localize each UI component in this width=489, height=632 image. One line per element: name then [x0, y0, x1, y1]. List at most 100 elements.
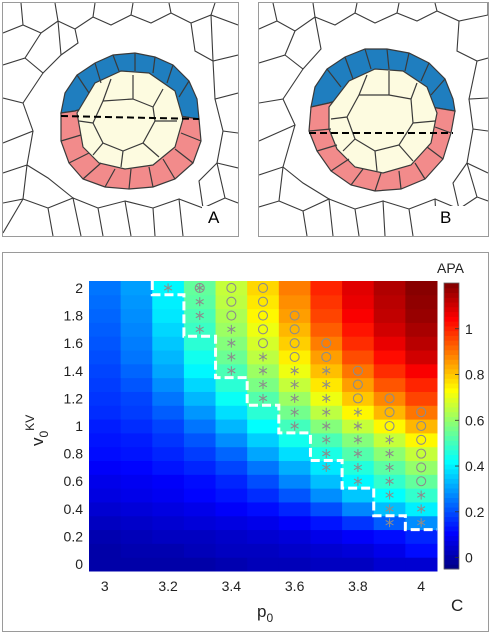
heatmap-cell [373, 419, 406, 434]
heatmap-cell [120, 529, 153, 544]
star-marker [163, 283, 173, 293]
star-marker [322, 421, 331, 431]
heatmap-cell [152, 432, 185, 448]
heatmap-cell [120, 350, 153, 365]
star-marker [353, 462, 363, 472]
heatmap-cell [120, 474, 153, 489]
heatmap-cell [89, 391, 122, 406]
heatmap-cell [310, 557, 343, 572]
heatmap-cell [152, 529, 185, 544]
heatmap-cell [120, 460, 153, 475]
heatmap-cell [278, 350, 311, 365]
heatmap-cell [120, 377, 153, 392]
heatmap-cell [405, 377, 438, 392]
circle-marker [257, 324, 269, 335]
star-marker [195, 311, 204, 321]
star-marker [322, 393, 331, 403]
heatmap-cell [247, 446, 280, 462]
heatmap-chart: 3 3.2 3.4 3.6 3.8 4 0 0.2 0.4 0.6 0.8 1 1.2 1.4 1.6 1.… [23, 260, 485, 625]
heatmap-cell [152, 543, 185, 558]
star-marker [385, 518, 394, 528]
heatmap-cell [89, 322, 122, 337]
heatmap-cell [215, 543, 248, 558]
star-marker [227, 366, 236, 376]
heatmap-cell [89, 529, 122, 544]
heatmap-cell [373, 322, 406, 337]
heatmap-cell [152, 419, 185, 434]
circle-marker [416, 420, 427, 432]
panel-c-heatmap-chart: 3 3.2 3.4 3.6 3.8 4 0 0.2 0.4 0.6 0.8 1 1.2 1.4 1.6 1.… [2, 252, 489, 632]
heatmap-cell [183, 460, 217, 475]
panel-c-label: C [451, 596, 463, 615]
heatmap-cell [310, 294, 343, 310]
y-tick-label: 1.2 [64, 390, 84, 406]
heatmap-cell [120, 419, 153, 434]
heatmap-cell [405, 350, 438, 365]
heatmap-cell [310, 350, 343, 365]
x-tick-label: 3.6 [285, 578, 305, 594]
heatmap-cell [247, 432, 280, 448]
star-marker [417, 518, 426, 528]
heatmap-cell [405, 446, 438, 462]
heatmap-cell [89, 281, 122, 296]
heatmap-cell [89, 294, 122, 310]
y-tick-label: 0.2 [64, 528, 84, 544]
circle-marker [321, 351, 332, 363]
heatmap-cell [120, 363, 153, 379]
star-marker [353, 421, 363, 431]
heatmap-cell [152, 350, 185, 365]
heatmap-cell [405, 294, 438, 310]
panel-b-tissue-diagram: B [258, 2, 489, 237]
heatmap-cell [373, 281, 406, 296]
circle-marker [257, 282, 269, 293]
heatmap-cell [342, 543, 375, 558]
x-tick-labels: 3 3.2 3.4 3.6 3.8 4 [101, 578, 425, 594]
heatmap-cell [342, 488, 375, 503]
circle-marker [257, 310, 269, 321]
heatmap-cell [152, 488, 185, 503]
heatmap-cell [120, 281, 153, 296]
heatmap-cell [152, 515, 185, 531]
heatmap-cell [310, 501, 343, 517]
heatmap-cell [278, 308, 311, 323]
heatmap-cell [278, 460, 311, 475]
circle-marker [289, 324, 300, 335]
heatmap-cell [310, 281, 343, 296]
y-tick-label: 2 [75, 280, 83, 296]
heatmap-cell [405, 363, 438, 379]
heatmap-cell [183, 446, 217, 462]
circle-marker [289, 310, 300, 321]
circle-marker [226, 296, 237, 307]
circle-marker [352, 365, 363, 376]
circle-marker [352, 379, 363, 390]
circle-marker [416, 462, 427, 473]
star-marker [258, 352, 268, 362]
circle-marker [416, 434, 427, 445]
heatmap-cell [215, 281, 248, 296]
y-tick-label: 1 [75, 418, 83, 434]
heatmap-cell [342, 363, 375, 379]
heatmap-cell [373, 405, 406, 420]
tissue-a-graphic [3, 3, 238, 236]
heatmap-cell [183, 377, 217, 392]
heatmap-cell [215, 432, 248, 448]
heatmap-cell [215, 488, 248, 503]
star-marker [290, 407, 299, 417]
heatmap-cell [215, 377, 248, 392]
y-tick-labels: 0 0.2 0.4 0.6 0.8 1 1.2 1.4 1.6 1.8 2 [64, 280, 84, 572]
heatmap-cell [247, 405, 280, 420]
colorbar-tick-label: 0.2 [465, 504, 485, 520]
y-axis-label: v0KV [23, 415, 51, 446]
heatmap-cell [183, 557, 217, 572]
boundary-layer [150, 281, 437, 532]
heatmap-cell [89, 488, 122, 503]
heatmap-cell [278, 294, 311, 310]
heatmap-cell [373, 377, 406, 392]
heatmap-cell [247, 515, 280, 531]
star-marker [353, 407, 363, 417]
heatmap-cell [405, 322, 438, 337]
circle-marker [384, 420, 395, 432]
heatmap-cell [247, 543, 280, 558]
star-marker [258, 380, 268, 390]
heatmap-cell [215, 419, 248, 434]
